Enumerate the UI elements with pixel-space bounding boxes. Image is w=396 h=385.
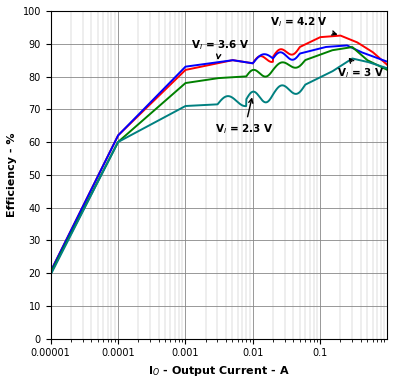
Y-axis label: Efficiency - %: Efficiency - % <box>7 132 17 217</box>
X-axis label: I$_O$ - Output Current - A: I$_O$ - Output Current - A <box>148 364 290 378</box>
Text: V$_I$ = 3.6 V: V$_I$ = 3.6 V <box>191 38 249 59</box>
Text: V$_I$ = 2.3 V: V$_I$ = 2.3 V <box>215 99 274 136</box>
Text: V$_I$ = 4.2 V: V$_I$ = 4.2 V <box>270 16 336 35</box>
Text: V$_I$ = 3 V: V$_I$ = 3 V <box>337 59 385 80</box>
